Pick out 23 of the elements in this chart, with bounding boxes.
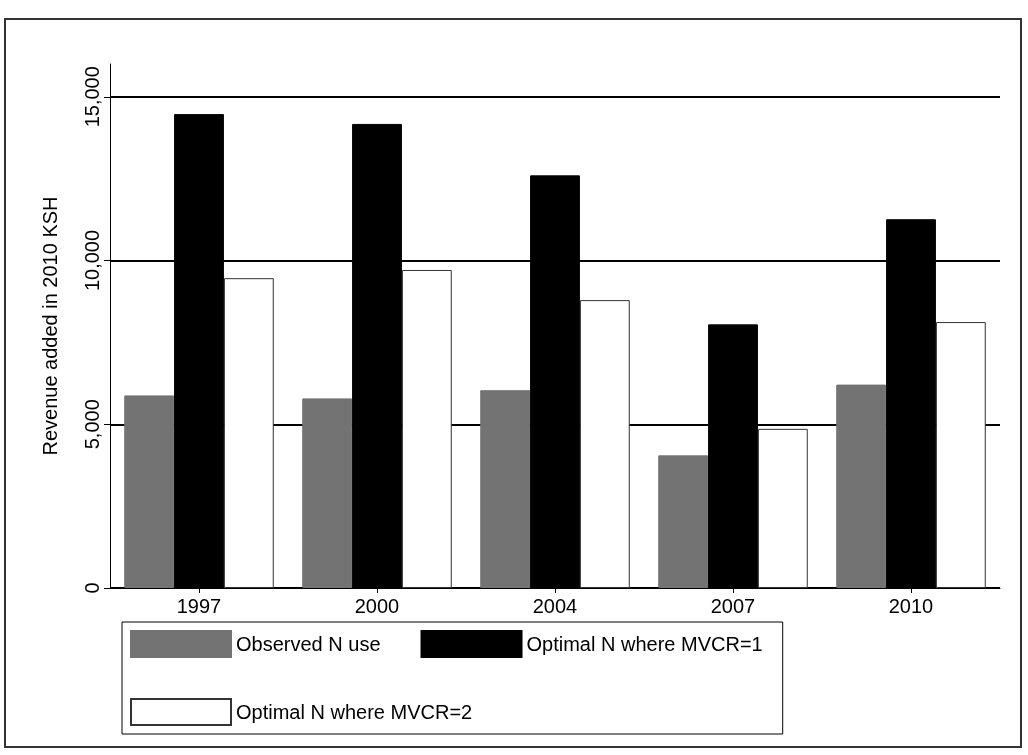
y-axis-title: Revenue added in 2010 KSH — [39, 196, 61, 456]
bar — [579, 300, 630, 588]
bar — [836, 384, 887, 588]
x-tick-label: 2000 — [354, 595, 400, 617]
y-tick-label: 10,000 — [81, 229, 103, 292]
y-tick-label: 5,000 — [81, 399, 103, 450]
bar — [302, 398, 353, 588]
bar — [223, 278, 274, 588]
bar — [935, 322, 986, 588]
x-tick-label: 1997 — [176, 595, 222, 617]
legend-label: Optimal N where MVCR=2 — [236, 701, 473, 723]
x-tick-label: 2010 — [888, 595, 934, 617]
bar — [480, 390, 531, 588]
y-tick-label: 0 — [81, 582, 103, 594]
x-tick-label: 2004 — [532, 595, 578, 617]
bar — [401, 270, 452, 588]
bar — [757, 428, 808, 588]
legend-label: Optimal N where MVCR=1 — [526, 633, 763, 655]
bar — [658, 455, 709, 588]
x-tick-label: 2007 — [710, 595, 756, 617]
legend-label: Observed N use — [236, 633, 381, 655]
y-tick-label: 15,000 — [81, 66, 103, 128]
bar — [124, 395, 175, 588]
